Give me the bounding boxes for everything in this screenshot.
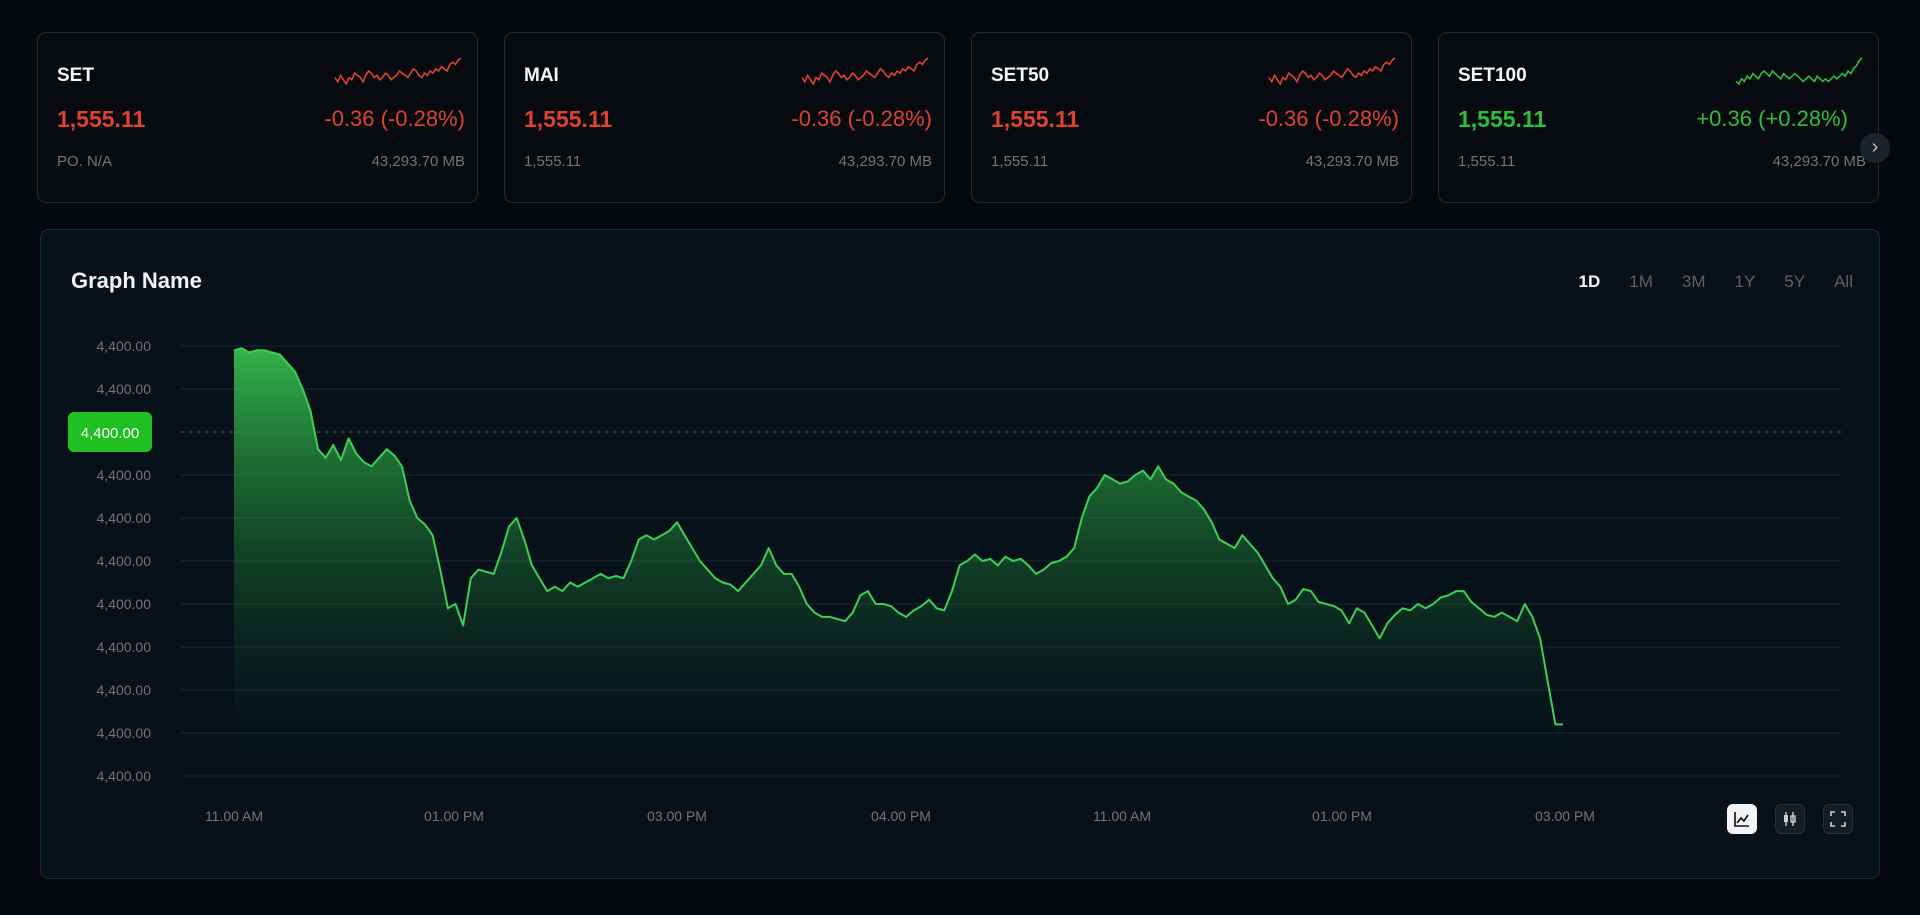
- y-tick-label: 4,400.00: [97, 639, 152, 655]
- x-tick-label: 11.00 AM: [1093, 808, 1151, 824]
- x-tick-label: 03.00 PM: [1535, 808, 1595, 824]
- ticker-volume: 43,293.70 MB: [1772, 153, 1866, 170]
- x-tick-label: 01.00 PM: [1312, 808, 1372, 824]
- line-chart-icon[interactable]: [1727, 804, 1757, 834]
- sparkline-path: [334, 57, 462, 86]
- range-5y[interactable]: 5Y: [1784, 272, 1806, 291]
- ticker-price: 1,555.11: [57, 106, 146, 132]
- x-tick-label: 01.00 PM: [424, 808, 484, 824]
- next-arrow-icon[interactable]: ›: [1860, 133, 1890, 163]
- sparkline: [334, 57, 462, 86]
- current-value-badge: [68, 412, 152, 452]
- chart-tools: [1709, 804, 1853, 834]
- ticker-card-set50[interactable]: SET50 1,555.11 -0.36 (-0.28%) 1,555.11 4…: [971, 32, 1412, 203]
- graph-title: Graph Name: [71, 268, 202, 293]
- price-line: [233, 347, 1563, 726]
- x-tick-label: 11.00 AM: [205, 808, 263, 824]
- ticker-meta-left: 1,555.11: [524, 153, 582, 170]
- ticker-change: -0.36 (-0.28%): [1258, 106, 1399, 131]
- ticker-cards: SET 1,555.11 -0.36 (-0.28%) PO. N/A 43,2…: [37, 32, 1890, 203]
- ticker-price: 1,555.11: [524, 106, 613, 132]
- ticker-meta-left: PO. N/A: [57, 153, 113, 170]
- sparkline: [1268, 57, 1396, 86]
- ticker-meta-left: 1,555.11: [991, 153, 1049, 170]
- sparkline: [1735, 57, 1863, 86]
- y-tick-label: 4,400.00: [97, 338, 152, 354]
- range-all[interactable]: All: [1834, 272, 1853, 291]
- candlestick-icon[interactable]: [1775, 804, 1805, 834]
- current-value-label: 4,400.00: [81, 425, 139, 442]
- ticker-volume: 43,293.70 MB: [1305, 153, 1399, 170]
- price-chart: 4,400.00 4,400.00 4,400.00 4,400.00 4,400.00…: [68, 338, 1841, 824]
- price-area: [234, 348, 1563, 776]
- range-1m[interactable]: 1M: [1629, 272, 1653, 291]
- y-tick-label: 4,400.00: [97, 553, 152, 569]
- fullscreen-icon[interactable]: [1823, 804, 1853, 834]
- ticker-meta-left: 1,555.11: [1458, 153, 1516, 170]
- sparkline: [801, 57, 929, 86]
- sparkline-path: [1735, 57, 1863, 86]
- y-tick-label: 4,400.00: [97, 510, 152, 526]
- x-tick-label: 03.00 PM: [647, 808, 707, 824]
- sparkline-path: [801, 57, 929, 86]
- ticker-change: -0.36 (-0.28%): [324, 106, 465, 131]
- range-selector: 1D 1M 3M 1Y 5Y All: [1550, 272, 1853, 292]
- ticker-card-set[interactable]: SET 1,555.11 -0.36 (-0.28%) PO. N/A 43,2…: [37, 32, 478, 203]
- y-tick-label: 4,400.00: [97, 596, 152, 612]
- ticker-card-set100[interactable]: SET100 1,555.11 +0.36 (+0.28%) 1,555.11 …: [1438, 32, 1879, 203]
- ticker-volume: 43,293.70 MB: [371, 153, 465, 170]
- ticker-name: SET: [57, 65, 94, 86]
- x-tick-label: 04.00 PM: [871, 808, 931, 824]
- ticker-card-mai[interactable]: MAI 1,555.11 -0.36 (-0.28%) 1,555.11 43,…: [504, 32, 945, 203]
- y-tick-label: 4,400.00: [97, 768, 152, 784]
- ticker-price: 1,555.11: [991, 106, 1080, 132]
- ticker-change: -0.36 (-0.28%): [791, 106, 932, 131]
- ticker-name: SET100: [1458, 65, 1527, 86]
- ticker-price: 1,555.11: [1458, 106, 1547, 132]
- ticker-name: SET50: [991, 65, 1050, 86]
- ticker-volume: 43,293.70 MB: [838, 153, 932, 170]
- ticker-change: +0.36 (+0.28%): [1696, 106, 1848, 131]
- y-tick-label: 4,400.00: [97, 381, 152, 397]
- range-3m[interactable]: 3M: [1681, 272, 1706, 291]
- sparkline-path: [1268, 57, 1396, 86]
- range-1d[interactable]: 1D: [1578, 272, 1601, 291]
- y-tick-label: 4,400.00: [97, 682, 152, 698]
- graph-panel: 4,400.00 4,400.00 4,400.00 4,400.00 4,400.00…: [40, 229, 1880, 879]
- ticker-name: MAI: [524, 65, 559, 86]
- y-tick-label: 4,400.00: [97, 725, 152, 741]
- range-1y[interactable]: 1Y: [1734, 272, 1756, 291]
- y-tick-label: 4,400.00: [97, 467, 152, 483]
